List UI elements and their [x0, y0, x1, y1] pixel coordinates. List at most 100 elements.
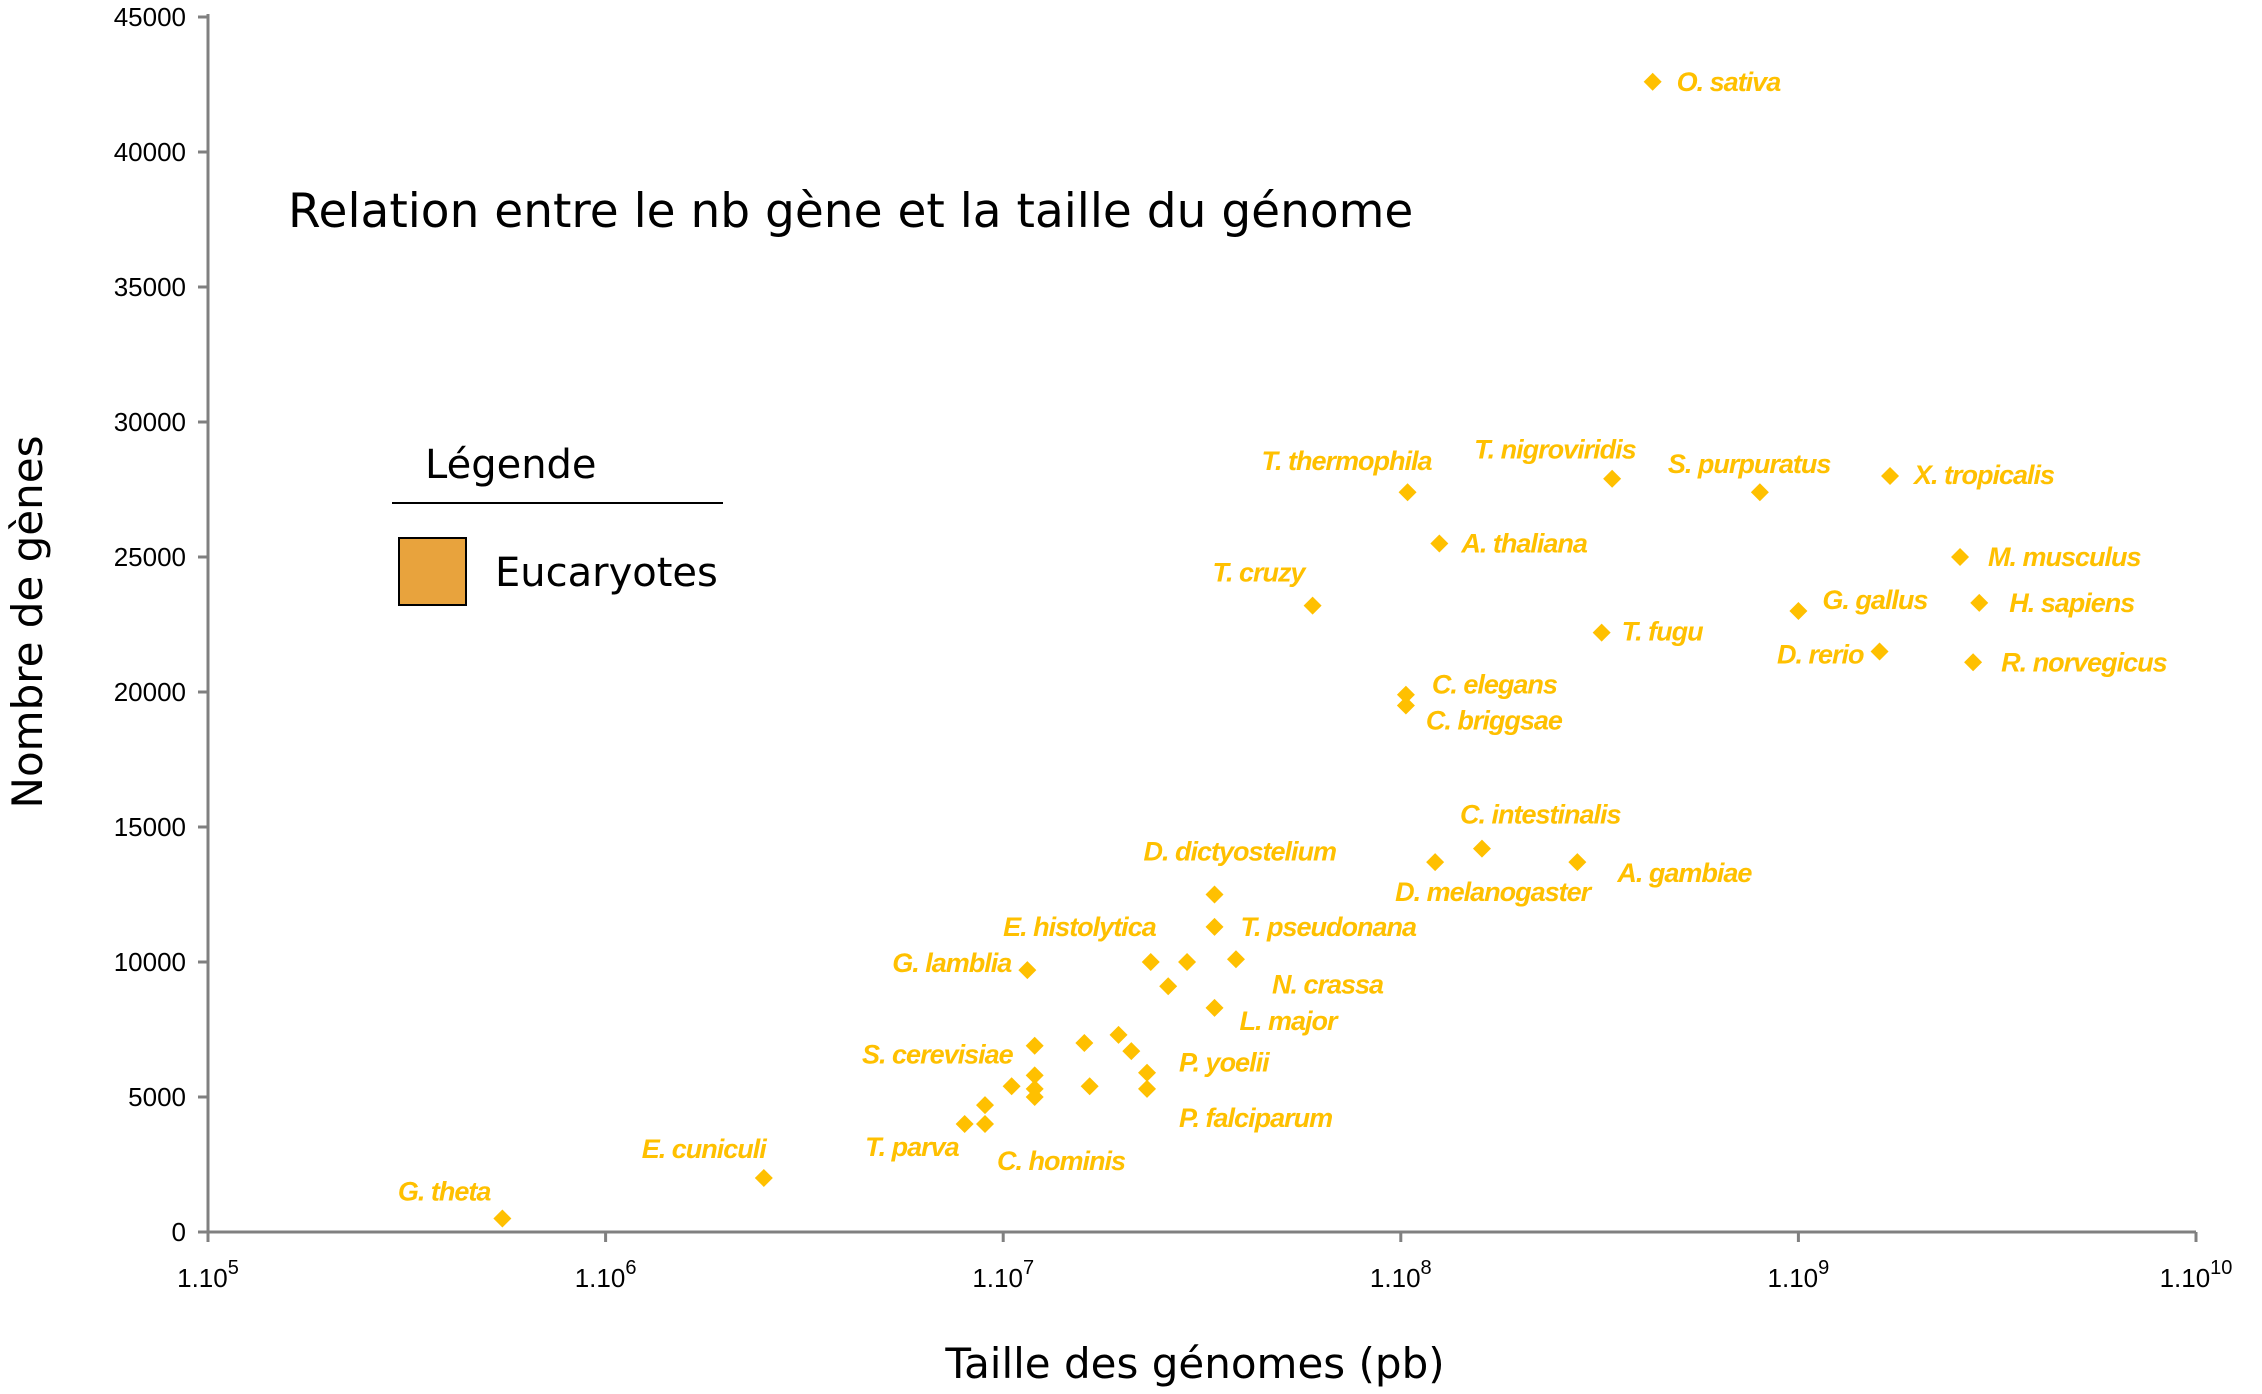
point-label: N. crassa: [1272, 969, 1384, 999]
x-axis-title: Taille des génomes (pb): [944, 1339, 1444, 1388]
point-label: M. musculus: [1988, 542, 2142, 572]
legend: Légende Eucaryotes: [392, 442, 723, 606]
point-label: X. tropicalis: [1912, 460, 2055, 490]
legend-title: Légende: [425, 442, 597, 488]
x-tick-label: 1.107: [972, 1257, 1034, 1293]
data-point: [1141, 953, 1160, 971]
x-ticks: 1.105 1.106 1.107 1.108 1.109 1.1010: [177, 1232, 2232, 1293]
point-label: T. thermophila: [1262, 446, 1433, 476]
point-label: H. sapiens: [2009, 588, 2135, 618]
data-point: [1643, 72, 1662, 91]
point-label: D. rerio: [1777, 640, 1864, 670]
data-point: [1205, 885, 1224, 904]
data-point: [1426, 853, 1445, 872]
point-label: P. yoelii: [1179, 1048, 1270, 1078]
data-point: [1002, 1077, 1021, 1096]
point-label: G. lamblia: [892, 948, 1012, 978]
y-tick-label: 25000: [114, 542, 186, 572]
data-point: [1018, 961, 1037, 980]
y-tick-label: 15000: [114, 812, 186, 842]
point-label: T. pseudonana: [1241, 912, 1417, 942]
data-point: [1592, 623, 1611, 642]
data-labels: G. theta E. cuniculi G. lamblia S. cerevisi…: [398, 67, 2169, 1207]
data-point: [1205, 998, 1224, 1017]
data-point: [1075, 1034, 1094, 1052]
point-label: C. intestinalis: [1460, 800, 1622, 830]
data-point: [1964, 653, 1983, 672]
data-point: [1396, 696, 1415, 715]
data-point: [1870, 642, 1889, 661]
point-label: S. purpuratus: [1668, 449, 1831, 479]
data-point: [1159, 977, 1178, 996]
x-tick-label: 1.106: [575, 1257, 637, 1293]
chart-title: Relation entre le nb gène et la taille d…: [288, 184, 1413, 239]
x-tick-label: 1.109: [1768, 1257, 1830, 1293]
data-point: [1398, 483, 1417, 502]
data-point: [1951, 548, 1970, 566]
data-point: [976, 1096, 995, 1115]
point-label: G. theta: [398, 1177, 491, 1207]
point-label: A. thaliana: [1460, 529, 1588, 559]
data-point: [1303, 596, 1322, 615]
legend-swatch: [398, 537, 467, 606]
data-point: [1568, 853, 1587, 872]
data-point: [1080, 1077, 1099, 1096]
data-points: [493, 72, 1989, 1228]
data-point: [1025, 1036, 1044, 1055]
data-point: [1025, 1088, 1044, 1106]
data-point: [1603, 469, 1622, 488]
point-label: P. falciparum: [1179, 1103, 1332, 1133]
y-tick-label: 0: [172, 1217, 186, 1247]
point-label: E. cuniculi: [642, 1134, 768, 1164]
point-label: C. elegans: [1432, 670, 1558, 700]
point-label: D. melanogaster: [1395, 877, 1593, 907]
data-point: [976, 1115, 995, 1133]
data-point: [1750, 483, 1769, 502]
point-label: T. parva: [865, 1132, 960, 1162]
y-tick-label: 40000: [114, 137, 186, 167]
point-label: T. cruzy: [1213, 558, 1308, 588]
point-label: A. gambiae: [1616, 858, 1752, 888]
data-point: [1178, 953, 1197, 971]
data-point: [1396, 685, 1415, 704]
point-label: G. gallus: [1822, 585, 1928, 615]
point-label: S. cerevisiae: [862, 1040, 1014, 1070]
data-point: [1025, 1066, 1044, 1085]
x-tick-label: 1.105: [177, 1257, 239, 1293]
point-label: C. hominis: [997, 1146, 1126, 1176]
data-point: [1205, 917, 1224, 936]
data-point: [493, 1209, 512, 1228]
data-point: [1122, 1042, 1141, 1061]
y-tick-label: 45000: [114, 2, 186, 32]
y-tick-label: 35000: [114, 272, 186, 302]
data-point: [754, 1169, 773, 1187]
data-point: [1226, 950, 1245, 969]
data-point: [1472, 839, 1491, 858]
data-point: [1138, 1063, 1157, 1082]
point-label: R. norvegicus: [2001, 647, 2168, 677]
data-point: [1789, 602, 1808, 620]
data-point: [1138, 1079, 1157, 1098]
y-tick-label: 10000: [114, 947, 186, 977]
axes: [206, 14, 2196, 1234]
data-point: [955, 1115, 974, 1133]
y-tick-label: 30000: [114, 407, 186, 437]
data-point: [1881, 467, 1900, 485]
point-label: T. nigroviridis: [1474, 435, 1636, 465]
y-tick-label: 20000: [114, 677, 186, 707]
data-point: [1970, 593, 1989, 612]
point-label: O. sativa: [1677, 67, 1782, 97]
point-label: E. histolytica: [1003, 912, 1157, 942]
data-point: [1109, 1025, 1128, 1044]
y-tick-label: 5000: [128, 1082, 186, 1112]
x-tick-label: 1.1010: [2160, 1257, 2233, 1293]
point-label: D. dictyostelium: [1144, 837, 1337, 867]
point-label: C. briggsae: [1426, 706, 1563, 736]
legend-entry-label: Eucaryotes: [495, 550, 718, 596]
point-label: T. fugu: [1622, 617, 1704, 647]
point-label: L. major: [1240, 1006, 1340, 1036]
y-axis-title: Nombre de gènes: [3, 436, 52, 809]
data-point: [1430, 534, 1449, 553]
x-tick-label: 1.108: [1370, 1257, 1432, 1293]
